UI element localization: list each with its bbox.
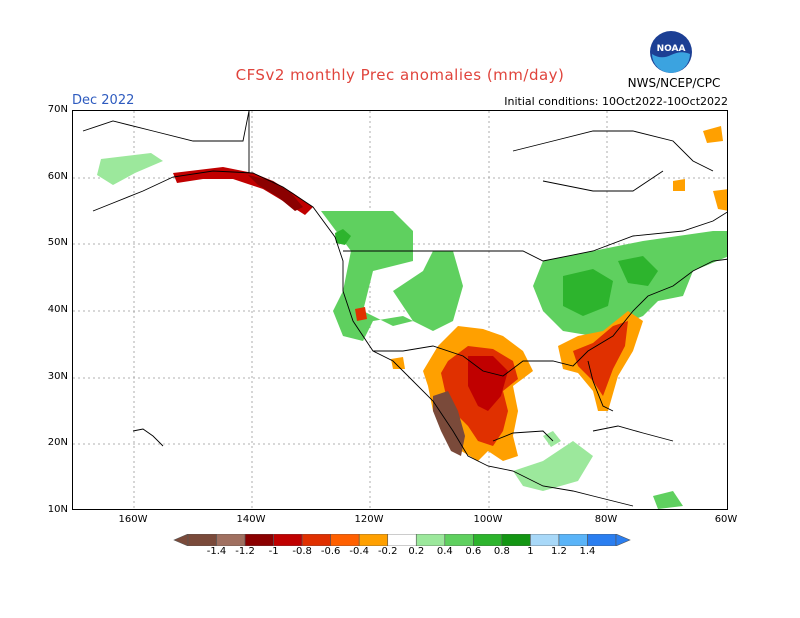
colorbar-tick-label: -0.2 [377, 546, 398, 557]
colorbar-tick-label: 0.8 [493, 546, 510, 557]
colorbar-tick-label: 1.4 [579, 546, 596, 557]
initial-conditions: Initial conditions: 10Oct2022-10Oct2022 [504, 95, 728, 108]
lon-label: 100W [473, 514, 503, 525]
lon-label: 160W [118, 514, 148, 525]
lon-label: 60W [714, 514, 738, 525]
colorbar-tick-label: 0.2 [408, 546, 425, 557]
colorbar [173, 534, 631, 546]
forecast-month: Dec 2022 [72, 93, 135, 108]
colorbar-cell [587, 534, 617, 546]
colorbar-cell [387, 534, 417, 546]
anomaly-map [73, 111, 727, 509]
colorbar-cell [358, 534, 389, 546]
colorbar-cell [530, 534, 560, 546]
lat-label: 20N [47, 437, 68, 448]
lat-label: 40N [47, 304, 68, 315]
map-panel [72, 110, 728, 510]
colorbar-tick-label: -1.2 [235, 546, 255, 557]
lon-label: 80W [594, 514, 618, 525]
colorbar-tick-label: 1 [527, 546, 534, 557]
colorbar-tick-label: -0.8 [292, 546, 312, 557]
wet-anomalies [97, 153, 727, 509]
colorbar-tick-label: 0.4 [436, 546, 453, 557]
colorbar-tick-label: -1 [268, 546, 279, 557]
colorbar-low-arrow [173, 534, 189, 546]
colorbar-cell [187, 534, 217, 546]
agency-label: NWS/NCEP/CPC [627, 76, 721, 90]
colorbar-tick-label: 1.2 [550, 546, 567, 557]
noaa-logo-icon: NOAA [650, 31, 692, 73]
coastlines [82, 111, 727, 507]
lon-label: 140W [236, 514, 266, 525]
lat-label: 30N [47, 371, 68, 382]
map-title: CFSv2 monthly Prec anomalies (mm/day) [235, 66, 565, 84]
colorbar-cell [301, 534, 331, 546]
colorbar-cell [216, 534, 246, 546]
colorbar-cell [273, 534, 303, 546]
colorbar-tick-label: 0.6 [465, 546, 482, 557]
lat-label: 50N [47, 237, 68, 248]
colorbar-cell [244, 534, 274, 546]
colorbar-cell [473, 534, 503, 546]
colorbar-cell [330, 534, 360, 546]
lon-label: 120W [354, 514, 384, 525]
lat-label: 70N [47, 104, 68, 115]
colorbar-cell [415, 534, 446, 546]
colorbar-cell [444, 534, 474, 546]
colorbar-cell [501, 534, 531, 546]
colorbar-high-arrow [615, 534, 631, 546]
colorbar-cell [558, 534, 588, 546]
lat-label: 10N [47, 504, 68, 515]
colorbar-tick-label: -0.4 [349, 546, 369, 557]
colorbar-tick-label: -0.6 [320, 546, 341, 557]
colorbar-tick-label: -1.4 [206, 546, 227, 557]
lat-label: 60N [47, 171, 68, 182]
noaa-logo-text: NOAA [657, 44, 686, 54]
